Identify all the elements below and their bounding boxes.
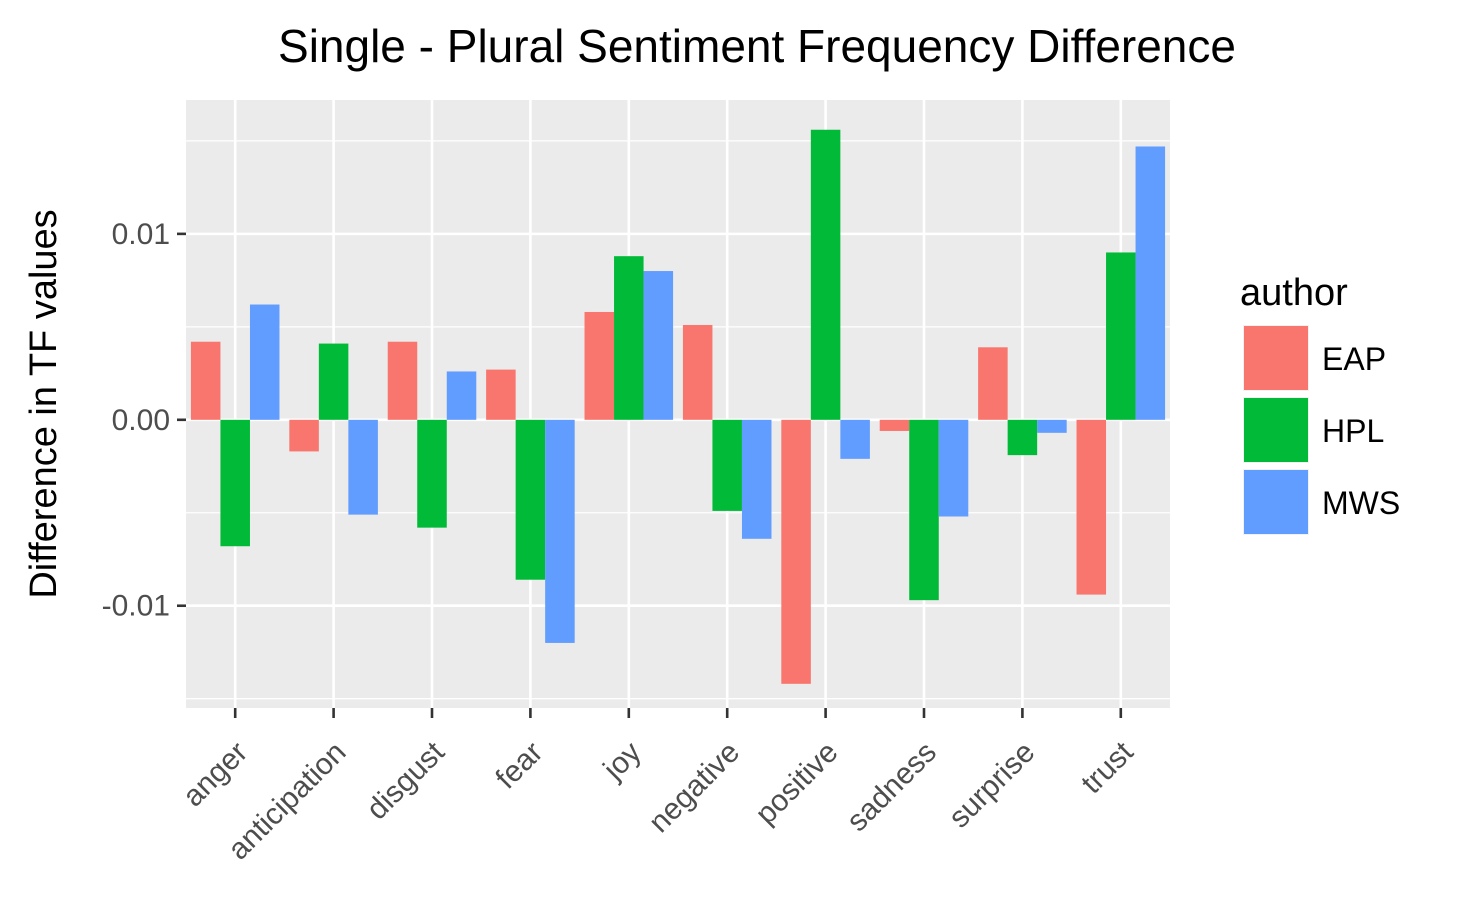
bar-eap-anger [190,341,221,420]
bar-hpl-fear [515,419,546,580]
x-tick-label: disgust [360,735,451,826]
legend-swatch-mws [1244,470,1308,534]
legend-swatch-eap [1244,326,1308,390]
bars [190,129,1166,684]
bar-eap-positive [781,419,811,684]
bar-mws-anticipation [348,419,378,515]
x-tick-label: anger [177,736,255,814]
y-tick-label: -0.01 [102,590,170,623]
legend-label-mws: MWS [1322,485,1400,521]
bar-mws-sadness [938,419,969,517]
y-tick-label: 0.01 [112,218,170,251]
bar-mws-anger [249,304,280,420]
x-tick-label: fear [489,736,549,796]
bar-hpl-sadness [909,419,939,601]
x-tick-label: negative [643,736,747,840]
y-axis: -0.01 0.00 0.01 [102,218,186,623]
y-axis-label: Difference in TF values [23,209,65,598]
bar-mws-surprise [1037,419,1067,433]
bar-hpl-positive [810,129,841,420]
bar-eap-trust [1076,419,1107,595]
chart-title: Single - Plural Sentiment Frequency Diff… [278,20,1236,72]
legend-title: author [1240,272,1348,314]
x-tick-label: positive [749,736,844,831]
bar-eap-disgust [387,341,418,420]
bar-mws-positive [840,419,870,459]
bar-eap-fear [486,369,516,420]
bar-mws-fear [545,419,575,643]
bar-eap-negative [682,324,713,420]
x-tick-label: trust [1075,735,1140,800]
legend-label-hpl: HPL [1322,413,1384,449]
bar-hpl-trust [1106,252,1136,420]
x-tick-label: joy [597,736,648,787]
bar-hpl-disgust [417,419,447,528]
bar-hpl-surprise [1007,419,1038,456]
legend-label-eap: EAP [1322,341,1386,377]
bar-eap-anticipation [289,419,319,452]
legend-swatch-hpl [1244,398,1308,462]
bar-eap-joy [584,311,615,420]
bar-mws-disgust [446,371,477,420]
bar-eap-surprise [978,347,1008,420]
bar-hpl-anticipation [318,343,349,420]
bar-eap-sadness [879,419,910,431]
bar-mws-joy [643,271,674,420]
bar-hpl-negative [712,419,742,511]
bar-mws-negative [741,419,772,539]
x-tick-label: sadness [841,736,943,838]
legend: author EAP HPL MWS [1240,272,1400,535]
y-tick-label: 0.00 [112,404,170,437]
bar-hpl-anger [220,419,250,547]
bar-hpl-joy [614,256,644,420]
x-tick-label: surprise [943,736,1042,835]
bar-mws-trust [1135,146,1166,420]
